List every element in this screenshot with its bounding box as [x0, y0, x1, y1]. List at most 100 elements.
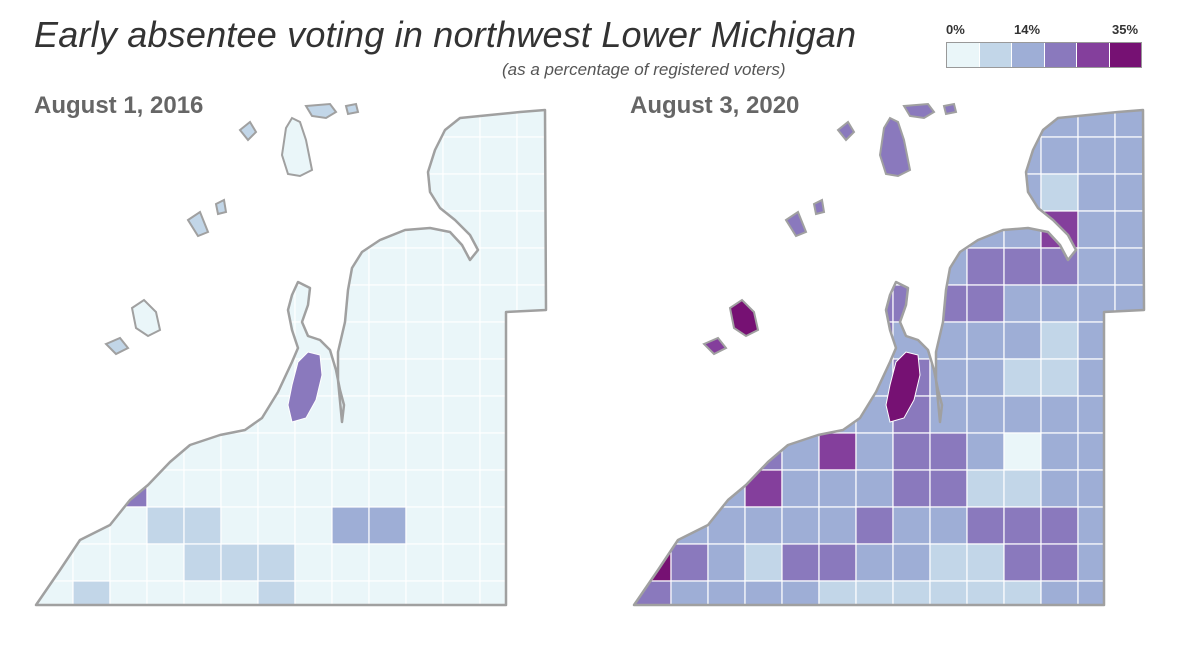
- map-region-cell: [818, 358, 857, 397]
- map-region-cell: [368, 580, 407, 605]
- map-region-cell: [634, 321, 672, 360]
- map-region-cell: [479, 210, 518, 249]
- map-region-cell: [818, 321, 857, 360]
- map-region-cell: [146, 173, 185, 212]
- map-region-cell: [368, 321, 407, 360]
- map-region-cell: [479, 506, 518, 545]
- map-region-cell: [331, 395, 370, 434]
- map-region-cell: [634, 543, 672, 582]
- map-region-cell: [72, 358, 111, 397]
- map-region-cell: [146, 358, 185, 397]
- map-region-cell: [220, 432, 259, 471]
- map-region-cell: [1003, 395, 1042, 434]
- map-region-cell: [1003, 580, 1042, 605]
- map-region-cell: [368, 543, 407, 582]
- map-region-cell: [146, 136, 185, 175]
- map-region-cell: [818, 543, 857, 582]
- map-region-cell: [442, 432, 481, 471]
- region-outline: [632, 108, 1146, 607]
- map-region-cell: [781, 580, 820, 605]
- map-region-cell: [1077, 284, 1116, 323]
- map-region-cell: [36, 358, 74, 397]
- map-region-cell: [670, 580, 709, 605]
- map-region-cell: [781, 395, 820, 434]
- legend-tick-label: 0%: [946, 22, 965, 37]
- map-region-cell: [146, 506, 185, 545]
- map-region-cell: [929, 506, 968, 545]
- map-region-cell: [479, 247, 518, 286]
- map-region-cell: [929, 580, 968, 605]
- map-region-cell: [331, 136, 370, 175]
- map-region-cell: [855, 543, 894, 582]
- map-region-cell: [1003, 543, 1042, 582]
- map-region-cell: [929, 210, 968, 249]
- map-region-cell: [368, 469, 407, 508]
- map-region-cell: [707, 358, 746, 397]
- map-region-cell: [966, 321, 1005, 360]
- map-region-cell: [1003, 432, 1042, 471]
- map-region-cell: [966, 173, 1005, 212]
- map-region-cell: [36, 506, 74, 545]
- map-region-cell: [220, 358, 259, 397]
- map-region-cell: [634, 210, 672, 249]
- map-region-cell: [442, 506, 481, 545]
- map-subtitle: (as a percentage of registered voters): [502, 60, 786, 79]
- map-region-cell: [744, 173, 783, 212]
- map-region-cell: [368, 395, 407, 434]
- island-region: [878, 116, 912, 178]
- map-region-cell: [1077, 110, 1116, 138]
- map-region-cell: [72, 173, 111, 212]
- map-region-cell: [146, 580, 185, 605]
- map-region-cell: [744, 543, 783, 582]
- map-region-cell: [1114, 432, 1144, 471]
- map-region-cell: [892, 543, 931, 582]
- map-region-cell: [331, 580, 370, 605]
- map-region-cell: [1114, 247, 1144, 286]
- map-region-cell: [670, 469, 709, 508]
- map-region-cell: [516, 358, 546, 397]
- map-region-cell: [1114, 469, 1144, 508]
- map-region-cell: [1077, 469, 1116, 508]
- map-region-cell: [516, 321, 546, 360]
- map-region-cell: [1040, 506, 1079, 545]
- map-region-cell: [670, 173, 709, 212]
- map-region-cell: [36, 432, 74, 471]
- map-region-cell: [257, 580, 296, 605]
- map-region-cell: [146, 395, 185, 434]
- map-region-cell: [72, 110, 111, 138]
- map-region-cell: [72, 395, 111, 434]
- map-region-cell: [405, 469, 444, 508]
- map-region-cell: [36, 284, 74, 323]
- map-region-cell: [670, 210, 709, 249]
- map-region-cell: [479, 580, 518, 605]
- map-region-cell: [257, 543, 296, 582]
- map-region-cell: [368, 136, 407, 175]
- map-region-cell: [818, 506, 857, 545]
- map-region-cell: [707, 136, 746, 175]
- map-region-cell: [109, 110, 148, 138]
- map-region-cell: [146, 543, 185, 582]
- map-region-cell: [405, 543, 444, 582]
- map-region-cell: [929, 432, 968, 471]
- map-region-cell: [109, 580, 148, 605]
- map-region-cell: [516, 432, 546, 471]
- map-region-cell: [781, 358, 820, 397]
- map-region-cell: [36, 395, 74, 434]
- map-region-cell: [966, 506, 1005, 545]
- map-region-cell: [442, 580, 481, 605]
- map-region-cell: [1077, 321, 1116, 360]
- map-region-cell: [257, 173, 296, 212]
- map-region-cell: [109, 358, 148, 397]
- map-region-cell: [516, 543, 546, 582]
- panel-label-2016: August 1, 2016: [34, 92, 204, 119]
- map-region-cell: [516, 395, 546, 434]
- map-region-cell: [146, 210, 185, 249]
- map-region-cell: [744, 247, 783, 286]
- map-region-cell: [479, 173, 518, 212]
- map-region-cell: [707, 432, 746, 471]
- map-region-cell: [744, 580, 783, 605]
- map-region-cell: [479, 395, 518, 434]
- peninsula-region: [287, 351, 323, 423]
- map-region-cell: [1003, 284, 1042, 323]
- map-region-cell: [670, 247, 709, 286]
